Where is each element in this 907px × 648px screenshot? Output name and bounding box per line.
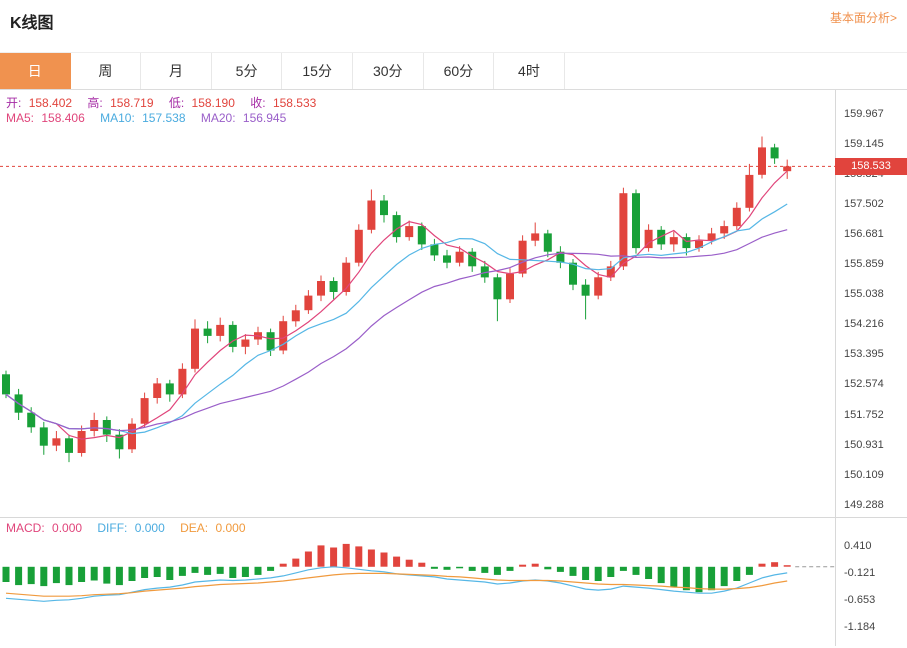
macd-axis-label: -0.653 [844,593,876,606]
price-axis-label: 159.967 [844,107,884,120]
macd-label: MACD: [6,521,45,535]
diff-label: DIFF: [97,521,128,535]
dea-label: DEA: [180,521,209,535]
macd-chart[interactable] [0,518,835,646]
page-title: K线图 [10,15,54,32]
fundamental-analysis-link[interactable]: 基本面分析> [829,11,897,25]
tab-15min[interactable]: 15分 [282,53,353,89]
candlestick-chart[interactable] [0,90,835,517]
close-label: 收: [250,96,266,110]
price-axis-label: 150.109 [844,468,884,481]
macd-panel[interactable]: MACD: 0.000 DIFF: 0.000 DEA: 0.000 0.410… [0,518,907,646]
price-axis-label: 153.395 [844,348,884,361]
tab-5min[interactable]: 5分 [211,53,283,89]
open-value: 158.402 [28,96,73,110]
macd-axis: 0.410 -0.121 -0.653 -1.184 [835,518,907,646]
ma10-label: MA10: [100,111,135,125]
ma10-value: 157.538 [142,111,186,125]
period-tabs: 日 周 月 5分 15分 30分 60分 4时 [0,52,907,90]
macd-axis-label: 0.410 [844,539,872,552]
price-axis-label: 151.752 [844,408,884,421]
price-axis-label: 150.931 [844,438,884,451]
open-label: 开: [6,96,22,110]
dea-value: 0.000 [215,521,246,535]
high-value: 158.719 [110,96,154,110]
price-axis-label: 152.574 [844,378,884,391]
ma20-label: MA20: [200,111,236,125]
price-axis: 159.967159.145158.324157.502156.681155.8… [835,90,907,517]
low-label: 低: [168,96,185,110]
tab-4hour[interactable]: 4时 [494,53,565,89]
price-axis-label: 154.216 [844,318,884,331]
tab-day[interactable]: 日 [0,53,71,89]
macd-axis-label: -0.121 [844,566,876,579]
price-axis-label: 155.859 [844,258,884,271]
ohlc-info: 开: 158.402 高: 158.719 低: 158.190 收: 158.… [6,94,320,111]
high-label: 高: [87,96,103,110]
main-chart-area[interactable]: 开: 158.402 高: 158.719 低: 158.190 收: 158.… [0,90,907,518]
macd-info: MACD: 0.000 DIFF: 0.000 DEA: 0.000 [6,521,250,535]
ma5-value: 158.406 [41,111,85,125]
ma-info: MA5: 158.406 MA10: 157.538 MA20: 156.945 [6,111,290,125]
diff-value: 0.000 [134,521,165,535]
macd-axis-label: -1.184 [844,620,876,633]
tab-60min[interactable]: 60分 [423,53,495,89]
price-axis-label: 149.288 [844,498,884,511]
ma5-label: MA5: [6,111,35,125]
current-price-badge: 158.533 [835,157,907,175]
price-axis-label: 156.681 [844,228,884,241]
low-value: 158.190 [191,96,235,110]
price-axis-label: 157.502 [844,198,884,211]
tab-month[interactable]: 月 [141,53,212,89]
header: K线图 基本面分析> [0,0,907,52]
ma20-value: 156.945 [242,111,287,125]
close-value: 158.533 [272,96,317,110]
price-axis-label: 155.038 [844,288,884,301]
tab-30min[interactable]: 30分 [352,53,424,89]
tab-week[interactable]: 周 [70,53,142,89]
macd-value: 0.000 [52,521,83,535]
price-axis-label: 159.145 [844,138,884,150]
